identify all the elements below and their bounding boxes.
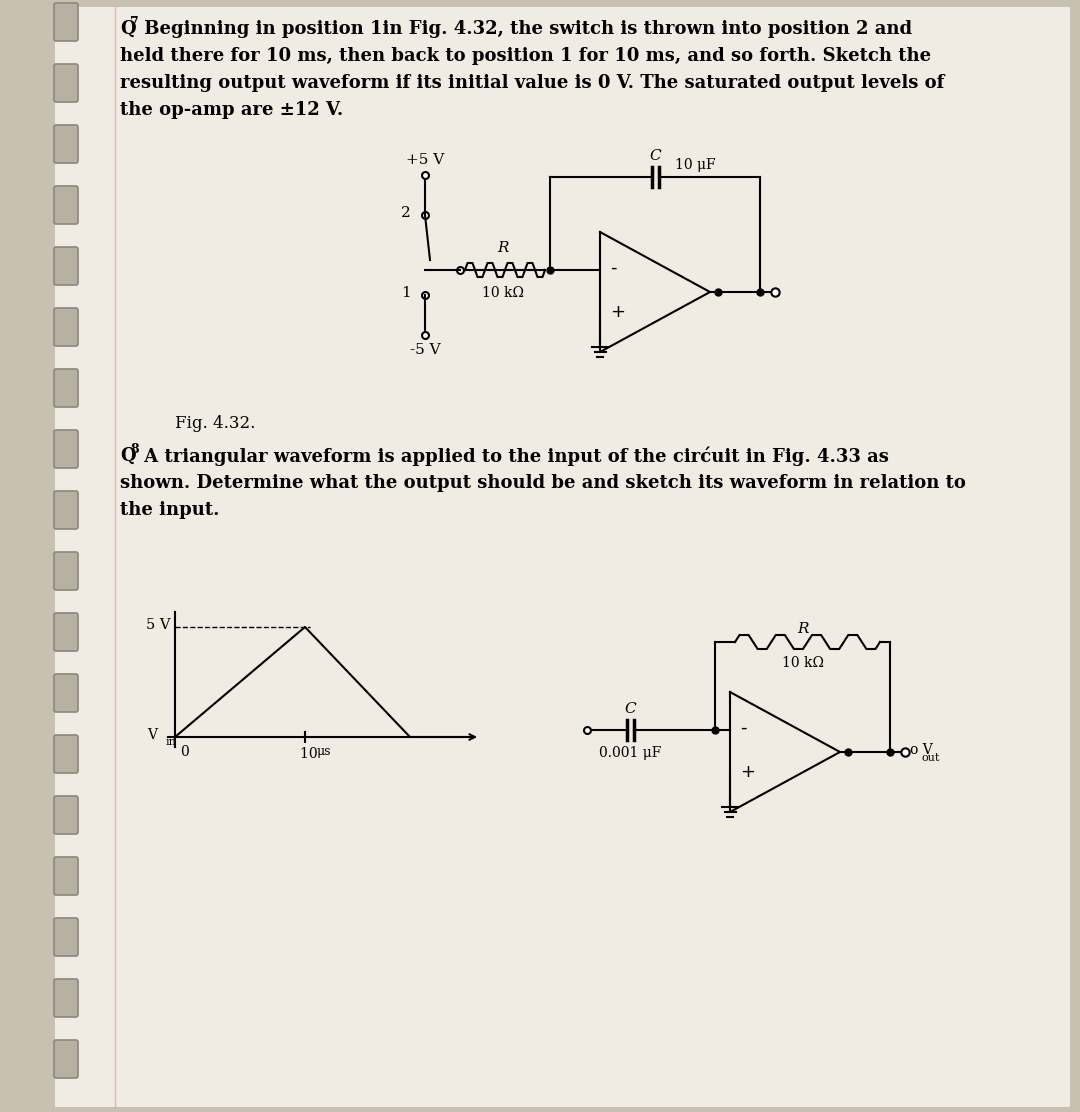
FancyBboxPatch shape — [54, 979, 78, 1017]
Text: -: - — [740, 719, 746, 737]
FancyBboxPatch shape — [54, 857, 78, 895]
FancyBboxPatch shape — [54, 919, 78, 956]
Text: 10: 10 — [300, 747, 322, 761]
FancyBboxPatch shape — [54, 613, 78, 651]
FancyBboxPatch shape — [54, 3, 78, 41]
Text: the op-amp are ±12 V.: the op-amp are ±12 V. — [120, 101, 343, 119]
FancyBboxPatch shape — [54, 1040, 78, 1078]
Text: R: R — [797, 622, 808, 636]
Text: 7: 7 — [130, 16, 138, 29]
Text: Beginning in position 1in Fig. 4.32, the switch is thrown into position 2 and: Beginning in position 1in Fig. 4.32, the… — [138, 20, 913, 38]
Text: 2: 2 — [402, 206, 411, 220]
Text: Fig. 4.32.: Fig. 4.32. — [175, 415, 255, 431]
Text: -5 V: -5 V — [409, 342, 441, 357]
FancyBboxPatch shape — [54, 247, 78, 285]
FancyBboxPatch shape — [54, 674, 78, 712]
Text: V: V — [147, 728, 157, 742]
Text: 1: 1 — [402, 286, 411, 300]
FancyBboxPatch shape — [54, 430, 78, 468]
Text: C: C — [649, 149, 661, 163]
Text: +: + — [740, 763, 755, 781]
Text: C: C — [624, 702, 636, 716]
Text: Q: Q — [120, 447, 136, 465]
Text: the input.: the input. — [120, 502, 219, 519]
Text: A triangular waveform is applied to the input of the cirćuit in Fig. 4.33 as: A triangular waveform is applied to the … — [138, 447, 889, 467]
FancyBboxPatch shape — [54, 552, 78, 590]
FancyBboxPatch shape — [54, 735, 78, 773]
FancyBboxPatch shape — [54, 186, 78, 224]
FancyBboxPatch shape — [54, 369, 78, 407]
FancyBboxPatch shape — [54, 125, 78, 163]
Text: resulting output waveform if its initial value is 0 V. The saturated output leve: resulting output waveform if its initial… — [120, 75, 944, 92]
FancyBboxPatch shape — [54, 308, 78, 346]
Text: -: - — [610, 259, 617, 277]
FancyBboxPatch shape — [55, 7, 1070, 1108]
Text: shown. Determine what the output should be and sketch its waveform in relation t: shown. Determine what the output should … — [120, 474, 966, 492]
Text: 5 V: 5 V — [146, 618, 170, 632]
Text: out: out — [921, 753, 940, 763]
Text: R: R — [497, 241, 509, 255]
Text: o V: o V — [910, 743, 933, 757]
Text: in: in — [166, 737, 177, 747]
Text: +: + — [610, 302, 625, 321]
Text: 10 kΩ: 10 kΩ — [482, 286, 524, 300]
Text: +5 V: +5 V — [406, 153, 444, 167]
Text: held there for 10 ms, then back to position 1 for 10 ms, and so forth. Sketch th: held there for 10 ms, then back to posit… — [120, 47, 931, 64]
FancyBboxPatch shape — [54, 796, 78, 834]
FancyBboxPatch shape — [54, 492, 78, 529]
Text: 0: 0 — [180, 745, 189, 759]
Text: 0.001 μF: 0.001 μF — [598, 746, 661, 759]
FancyBboxPatch shape — [54, 64, 78, 102]
Text: 10 kΩ: 10 kΩ — [782, 656, 824, 671]
Text: 8: 8 — [130, 443, 138, 456]
Text: μs: μs — [318, 745, 332, 758]
Text: Q: Q — [120, 20, 136, 38]
Text: 10 μF: 10 μF — [675, 158, 716, 172]
